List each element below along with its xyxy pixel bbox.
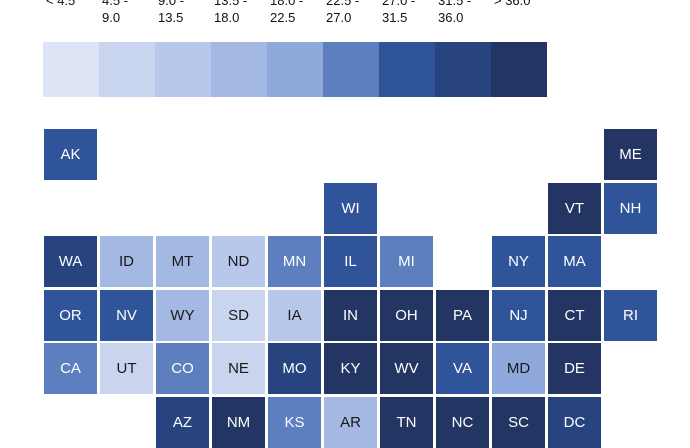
legend-label: < 4.5 — [46, 0, 76, 8]
state-tile-oh: OH — [380, 290, 433, 341]
state-tile-wa: WA — [44, 236, 97, 287]
state-tile-ct: CT — [548, 290, 601, 341]
state-tile-me: ME — [604, 129, 657, 180]
legend-swatch — [155, 42, 211, 97]
state-tile-ks: KS — [268, 397, 321, 448]
legend-swatch — [435, 42, 491, 97]
state-tile-va: VA — [436, 343, 489, 394]
legend-label: 18.0 - 22.5 — [270, 0, 304, 25]
state-tile-ia: IA — [268, 290, 321, 341]
legend-label: 22.5 - 27.0 — [326, 0, 360, 25]
state-tile-ca: CA — [44, 343, 97, 394]
state-tile-id: ID — [100, 236, 153, 287]
state-tile-ky: KY — [324, 343, 377, 394]
state-tile-co: CO — [156, 343, 209, 394]
state-tile-mo: MO — [268, 343, 321, 394]
state-tile-md: MD — [492, 343, 545, 394]
state-tile-mi: MI — [380, 236, 433, 287]
state-tile-in: IN — [324, 290, 377, 341]
state-tile-az: AZ — [156, 397, 209, 448]
state-tile-nj: NJ — [492, 290, 545, 341]
legend-label: 31.5 - 36.0 — [438, 0, 472, 25]
state-tile-nd: ND — [212, 236, 265, 287]
state-tile-ny: NY — [492, 236, 545, 287]
legend-swatch — [379, 42, 435, 97]
state-tile-ri: RI — [604, 290, 657, 341]
legend-label: > 36.0 — [494, 0, 531, 8]
state-tile-wv: WV — [380, 343, 433, 394]
state-tile-ne: NE — [212, 343, 265, 394]
legend-swatch — [323, 42, 379, 97]
state-tile-pa: PA — [436, 290, 489, 341]
legend-swatch — [211, 42, 267, 97]
state-tile-ak: AK — [44, 129, 97, 180]
legend-label: 4.5 - 9.0 — [102, 0, 129, 25]
legend-label: 9.0 - 13.5 — [158, 0, 185, 25]
state-tile-wy: WY — [156, 290, 209, 341]
state-tile-il: IL — [324, 236, 377, 287]
state-tile-or: OR — [44, 290, 97, 341]
state-tile-sc: SC — [492, 397, 545, 448]
legend-swatch — [491, 42, 547, 97]
state-tile-ut: UT — [100, 343, 153, 394]
legend-swatch — [43, 42, 99, 97]
legend-label: 13.5 - 18.0 — [214, 0, 248, 25]
state-tile-nh: NH — [604, 183, 657, 234]
state-tile-dc: DC — [548, 397, 601, 448]
state-tile-nv: NV — [100, 290, 153, 341]
state-tile-nm: NM — [212, 397, 265, 448]
legend-swatch — [267, 42, 323, 97]
legend-label: 27.0 - 31.5 — [382, 0, 416, 25]
state-tile-vt: VT — [548, 183, 601, 234]
state-tile-ma: MA — [548, 236, 601, 287]
state-tile-sd: SD — [212, 290, 265, 341]
state-tile-ar: AR — [324, 397, 377, 448]
state-tile-mt: MT — [156, 236, 209, 287]
state-tile-de: DE — [548, 343, 601, 394]
state-tile-nc: NC — [436, 397, 489, 448]
legend-swatch — [99, 42, 155, 97]
color-legend: < 4.5 4.5 - 9.0 9.0 - 13.5 13.5 - 18.0 18.0 … — [0, 0, 690, 100]
state-tile-mn: MN — [268, 236, 321, 287]
state-tile-tn: TN — [380, 397, 433, 448]
state-tile-wi: WI — [324, 183, 377, 234]
